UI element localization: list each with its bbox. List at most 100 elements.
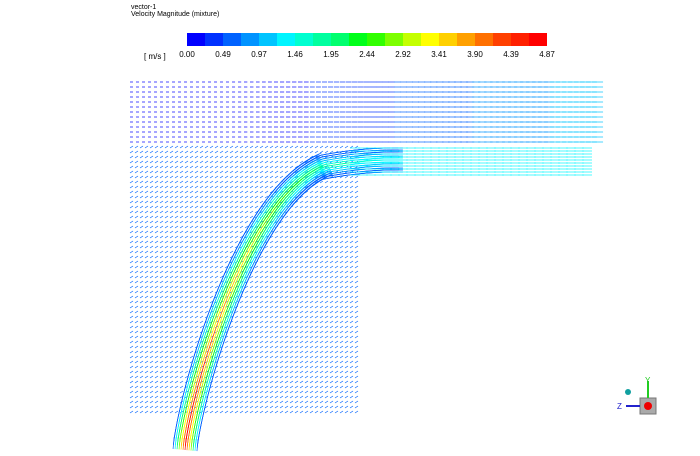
velocity-vector [189,240,194,244]
velocity-vector [199,150,204,154]
velocity-vector [204,295,209,299]
velocity-vector [294,325,299,329]
velocity-vector [289,370,294,374]
velocity-vector [299,145,304,149]
velocity-vector [209,180,214,184]
velocity-vector [214,270,219,274]
velocity-vector [304,310,309,314]
velocity-vector [224,145,229,149]
velocity-vector [159,210,164,214]
velocity-vector [139,190,144,194]
velocity-vector [324,210,329,214]
velocity-vector [314,385,319,389]
colorbar-segment [439,33,457,46]
velocity-vector [294,335,299,339]
velocity-vector [299,410,304,414]
velocity-vector [189,210,194,214]
velocity-vector [289,210,294,214]
velocity-vector [349,205,354,209]
velocity-vector [234,405,239,409]
velocity-vector [309,205,314,209]
velocity-vector [269,245,274,249]
velocity-vector [204,265,209,269]
velocity-vector [269,290,274,294]
velocity-vector [179,320,184,324]
velocity-vector [354,390,359,394]
velocity-vector [199,280,204,284]
velocity-vector [144,350,149,354]
velocity-vector [299,345,304,349]
velocity-vector [319,260,324,264]
velocity-vector [344,345,349,349]
velocity-vector [339,380,344,384]
velocity-vector [259,390,264,394]
velocity-vector [319,335,324,339]
velocity-vector [304,175,309,179]
velocity-vector [319,280,324,284]
velocity-vector [334,395,339,399]
velocity-vector [239,225,244,229]
velocity-vector [154,280,159,284]
velocity-vector [299,235,304,239]
velocity-vector [234,240,239,244]
velocity-vector [199,270,204,274]
velocity-vector [254,200,259,204]
velocity-vector [289,300,294,304]
velocity-vector [159,235,164,239]
velocity-vector [264,315,269,319]
velocity-vector [219,160,224,164]
velocity-vector [274,280,279,284]
velocity-vector [219,385,224,389]
velocity-vector [149,310,154,314]
velocity-vector [169,205,174,209]
velocity-vector [314,400,319,404]
velocity-vector [134,190,139,194]
velocity-vector [269,165,274,169]
velocity-vector [349,300,354,304]
velocity-vector [299,265,304,269]
velocity-vector [294,215,299,219]
velocity-vector [269,145,274,149]
velocity-vector [309,340,314,344]
velocity-vector [144,385,149,389]
velocity-vector [254,195,259,199]
velocity-vector [194,180,199,184]
velocity-vector [229,370,234,374]
velocity-vector [229,230,234,234]
velocity-vector [209,290,214,294]
velocity-vector [144,265,149,269]
velocity-vector [344,145,349,149]
velocity-vector [269,300,274,304]
velocity-vector [139,175,144,179]
velocity-vector [299,250,304,254]
velocity-vector [129,345,134,349]
colorbar-tick: 3.41 [431,50,447,59]
velocity-vector [324,205,329,209]
velocity-vector [294,225,299,229]
velocity-vector [269,280,274,284]
velocity-vector [329,325,334,329]
velocity-vector [139,305,144,309]
velocity-vector [339,325,344,329]
velocity-vector [174,410,179,414]
velocity-vector [214,220,219,224]
velocity-vector [294,310,299,314]
velocity-vector [334,250,339,254]
velocity-vector [204,235,209,239]
velocity-vector [344,335,349,339]
velocity-vector [299,240,304,244]
velocity-vector [299,365,304,369]
velocity-vector [234,355,239,359]
velocity-vector [284,255,289,259]
velocity-vector [239,165,244,169]
velocity-vector [219,260,224,264]
velocity-vector [229,340,234,344]
velocity-vector [299,270,304,274]
velocity-vector [199,265,204,269]
velocity-vector [354,175,359,179]
velocity-vector [309,310,314,314]
velocity-vector [239,395,244,399]
velocity-vector [309,405,314,409]
velocity-vector [259,295,264,299]
velocity-vector [314,310,319,314]
